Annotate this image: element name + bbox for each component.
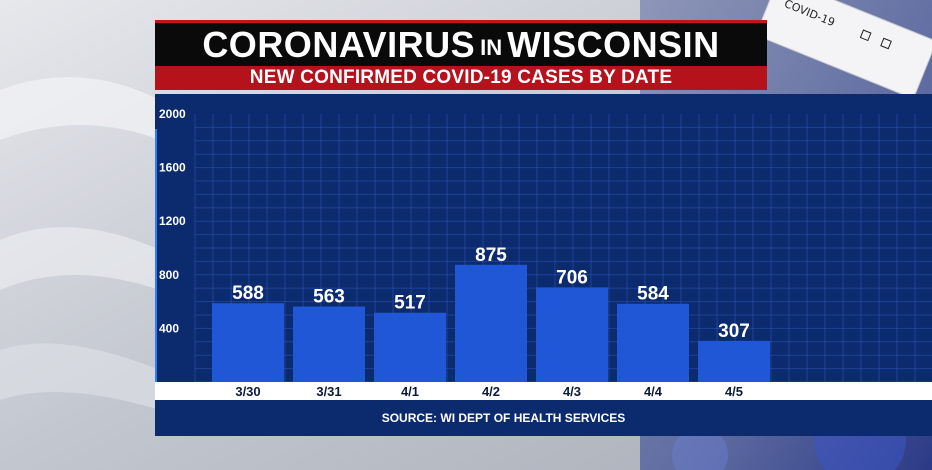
- title-bar: Coronavirus in Wisconsin: [155, 20, 767, 66]
- axis-accent: [155, 129, 157, 382]
- test-strip: COVID-19: [757, 0, 932, 98]
- y-tick-label: 2000: [159, 107, 186, 121]
- y-tick-label: 400: [159, 321, 179, 335]
- data-label: 706: [556, 267, 588, 288]
- category-strip: [155, 382, 932, 400]
- bar: [617, 303, 689, 382]
- x-tick-label: 4/1: [401, 384, 419, 399]
- data-label: 563: [313, 287, 345, 308]
- y-tick-label: 1600: [159, 161, 186, 175]
- title-word-1: Coronavirus: [202, 23, 476, 65]
- subtitle-bar: NEW CONFIRMED COVID-19 CASES BY DATE: [155, 66, 767, 90]
- x-tick-label: 4/3: [563, 384, 581, 399]
- x-tick-label: 3/30: [235, 384, 260, 399]
- data-label: 584: [637, 284, 669, 305]
- x-tick-label: 4/4: [644, 384, 663, 399]
- data-label: 307: [718, 321, 750, 342]
- data-label: 517: [394, 293, 426, 314]
- source-note: SOURCE: WI DEPT OF HEALTH SERVICES: [381, 411, 626, 425]
- data-label: 875: [475, 245, 507, 266]
- bar: [374, 312, 446, 382]
- y-tick-label: 800: [159, 268, 179, 282]
- bar: [698, 340, 770, 382]
- title-word-2: Wisconsin: [507, 23, 720, 65]
- x-tick-label: 3/31: [316, 384, 341, 399]
- title-connector: in: [480, 34, 503, 60]
- source-bar: SOURCE: WI DEPT OF HEALTH SERVICES: [155, 402, 932, 434]
- x-tick-label: 4/2: [482, 384, 500, 399]
- data-label: 588: [232, 283, 264, 304]
- x-tick-label: 4/5: [725, 384, 743, 399]
- bar: [293, 306, 365, 382]
- chart-subtitle: NEW CONFIRMED COVID-19 CASES BY DATE: [249, 67, 673, 88]
- bar: [536, 287, 608, 382]
- y-tick-label: 1200: [159, 214, 186, 228]
- chart-panel: 400 800 1200 1600 2000 588 563 517 875 706 584 307 3…: [155, 94, 932, 436]
- bar: [455, 264, 527, 382]
- bar-chart: 400 800 1200 1600 2000 588 563 517 875 706 584 307 3…: [155, 107, 932, 400]
- bar: [212, 303, 284, 382]
